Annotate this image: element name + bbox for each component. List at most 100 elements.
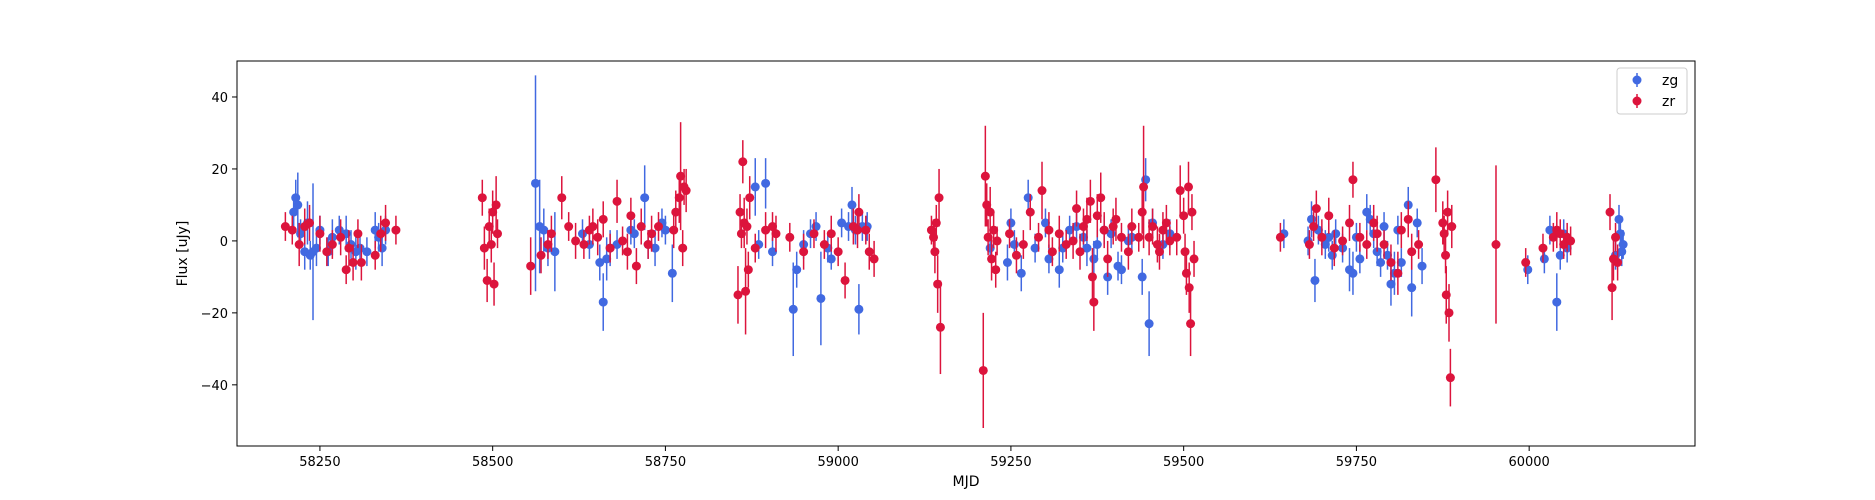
y-axis-ticks: −40 −20 0 20 40 (201, 91, 237, 394)
y-tick-label: 0 (220, 235, 228, 250)
point-zr (678, 243, 688, 253)
legend-entry-zg: zg (1632, 73, 1678, 89)
point-zr (647, 229, 657, 239)
point-zg (1614, 214, 1624, 224)
point-zr (588, 222, 598, 232)
point-zr (1348, 175, 1358, 185)
y-tick-label: 40 (211, 91, 228, 106)
point-zg (1355, 254, 1365, 264)
point-zr (826, 229, 836, 239)
point-zr (605, 243, 615, 253)
point-zr (864, 247, 874, 257)
legend-label-zr: zr (1662, 94, 1675, 110)
point-zr (1431, 175, 1441, 185)
point-zr (1559, 240, 1569, 250)
point-zr (989, 225, 999, 235)
point-zg (1348, 268, 1358, 278)
point-zr (1061, 240, 1071, 250)
x-tick-label: 59000 (817, 455, 858, 470)
point-zg (1016, 268, 1026, 278)
point-zr (479, 243, 489, 253)
point-zr (819, 240, 829, 250)
point-zr (1414, 240, 1424, 250)
point-zg (1386, 279, 1396, 289)
point-zr (618, 236, 628, 246)
point-zg (1412, 218, 1422, 228)
point-zg (650, 243, 660, 253)
point-zg (1617, 247, 1627, 257)
point-zr (1096, 193, 1106, 203)
point-zr (934, 193, 944, 203)
point-zr (833, 247, 843, 257)
point-zg (1376, 257, 1386, 267)
point-zr (1521, 257, 1531, 267)
point-zg (788, 304, 798, 314)
point-zg (1092, 240, 1102, 250)
point-zr (477, 193, 487, 203)
point-zr (1189, 254, 1199, 264)
point-zr (980, 171, 990, 181)
point-zr (612, 196, 622, 206)
point-zg (1618, 240, 1628, 250)
point-zg (334, 225, 344, 235)
point-zr (738, 157, 748, 167)
point-zg (1054, 265, 1064, 275)
point-zr (985, 207, 995, 217)
point-zr (742, 222, 752, 232)
point-zr (869, 254, 879, 264)
point-zr (771, 229, 781, 239)
point-zr (930, 247, 940, 257)
point-zg (1002, 257, 1012, 267)
series-zr (280, 122, 1623, 429)
x-axis-label: MJD (953, 474, 980, 490)
point-zr (935, 322, 945, 332)
point-zr (1611, 232, 1621, 242)
point-zr (322, 247, 332, 257)
x-tick-label: 58750 (645, 455, 686, 470)
point-zr (671, 207, 681, 217)
legend-entry-zr: zr (1632, 94, 1675, 110)
point-zr (681, 186, 691, 196)
point-zr (488, 207, 498, 217)
plot-frame (236, 60, 1696, 447)
point-zr (741, 286, 751, 296)
point-zg (667, 268, 677, 278)
point-zr (356, 257, 366, 267)
point-zr (1538, 243, 1548, 253)
legend-marker-zg (1632, 75, 1642, 85)
x-tick-label: 60000 (1508, 455, 1549, 470)
point-zr (526, 261, 536, 271)
point-zr (1439, 229, 1449, 239)
point-zr (1072, 204, 1082, 214)
point-zr (1338, 236, 1348, 246)
x-tick-label: 58250 (299, 455, 340, 470)
point-zr (761, 225, 771, 235)
point-zr (1443, 207, 1453, 217)
point-zr (315, 229, 325, 239)
point-zr (294, 240, 304, 250)
point-zr (978, 365, 988, 375)
point-zr (1123, 247, 1133, 257)
point-zg (1324, 232, 1334, 242)
point-zr (571, 236, 581, 246)
legend: zg zr (1616, 67, 1688, 115)
point-zr (1444, 308, 1454, 318)
point-zr (809, 229, 819, 239)
point-zr (631, 261, 641, 271)
point-zr (1362, 240, 1372, 250)
point-zr (1005, 229, 1015, 239)
point-zr (1396, 225, 1406, 235)
point-zg (1089, 254, 1099, 264)
point-zg (577, 229, 587, 239)
point-zg (293, 200, 303, 210)
point-zg (761, 178, 771, 188)
point-zr (854, 207, 864, 217)
y-tick-label: −40 (201, 379, 228, 394)
point-zr (1275, 232, 1285, 242)
point-zg (1006, 218, 1016, 228)
point-zg (1320, 240, 1330, 250)
point-zr (799, 247, 809, 257)
point-zr (1144, 232, 1154, 242)
point-zg (1383, 250, 1393, 260)
